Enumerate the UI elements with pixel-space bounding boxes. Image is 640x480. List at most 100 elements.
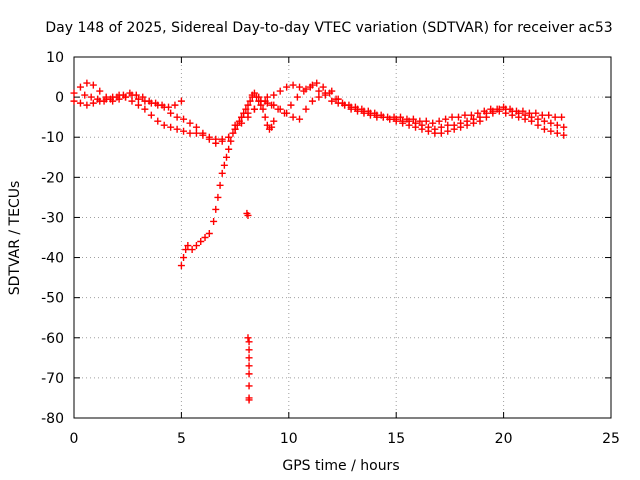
- data-point-marker: [525, 109, 533, 117]
- data-point-marker: [366, 111, 374, 119]
- data-point-marker: [454, 113, 462, 121]
- data-point-marker: [270, 117, 278, 125]
- x-tick-label: 0: [70, 431, 79, 447]
- data-point-marker: [245, 346, 253, 354]
- data-point-marker: [83, 79, 91, 87]
- data-point-marker: [242, 105, 250, 113]
- data-point-marker: [268, 101, 276, 109]
- data-point-marker: [424, 127, 432, 135]
- data-point-marker: [396, 113, 404, 121]
- data-point-marker: [145, 97, 153, 105]
- y-tick-label: 10: [46, 50, 64, 66]
- axis-ticks: 0 5 10 15 20 25 10 0 -10 -20 -30 -40 -50 -60 -70 -80: [41, 50, 620, 447]
- data-point-marker: [360, 109, 368, 117]
- data-point-marker: [225, 133, 233, 141]
- data-point-marker: [293, 93, 301, 101]
- plot-frame: [73, 56, 612, 419]
- data-point-marker: [364, 107, 372, 115]
- y-tick-label: -10: [41, 130, 64, 146]
- data-point-marker: [547, 127, 555, 135]
- data-point-marker: [139, 93, 147, 101]
- data-point-marker: [545, 111, 553, 119]
- data-point-marker: [521, 115, 529, 123]
- data-point-marker: [276, 87, 284, 95]
- data-point-marker: [412, 123, 420, 131]
- data-point-marker: [476, 117, 484, 125]
- data-point-marker: [373, 113, 381, 121]
- data-point-marker: [528, 117, 536, 125]
- data-point-marker: [238, 113, 246, 121]
- data-point-marker: [448, 113, 456, 121]
- data-point-marker: [467, 111, 475, 119]
- data-point-marker: [429, 119, 437, 127]
- y-axis-label: SDTVAR / TECUs: [7, 181, 23, 296]
- data-point-marker: [489, 109, 497, 117]
- data-point-marker: [547, 119, 555, 127]
- data-point-marker: [186, 119, 194, 127]
- data-point-marker: [482, 113, 490, 121]
- data-point-marker: [442, 115, 450, 123]
- data-point-marker: [500, 103, 508, 111]
- data-point-marker: [560, 123, 568, 131]
- data-point-marker: [167, 109, 175, 117]
- data-point-marker: [263, 121, 271, 129]
- data-point-marker: [245, 370, 253, 378]
- data-point-marker: [244, 211, 252, 219]
- series-outliers: [243, 209, 253, 404]
- data-point-marker: [519, 107, 527, 115]
- data-point-marker: [508, 111, 516, 119]
- data-points: [70, 79, 568, 404]
- data-point-marker: [540, 125, 548, 133]
- data-point-marker: [96, 87, 104, 95]
- data-point-marker: [308, 97, 316, 105]
- data-point-marker: [261, 97, 269, 105]
- data-point-marker: [205, 133, 213, 141]
- data-point-marker: [244, 113, 252, 121]
- data-point-marker: [100, 97, 108, 105]
- data-point-marker: [255, 97, 263, 105]
- data-point-marker: [245, 362, 253, 370]
- data-point-marker: [240, 109, 248, 117]
- data-point-marker: [551, 113, 559, 121]
- data-point-marker: [212, 205, 220, 213]
- data-point-marker: [474, 109, 482, 117]
- data-point-marker: [231, 125, 239, 133]
- data-point-marker: [76, 99, 84, 107]
- data-point-marker: [233, 121, 241, 129]
- data-point-marker: [177, 262, 185, 270]
- data-point-marker: [487, 105, 495, 113]
- data-point-marker: [167, 123, 175, 131]
- data-point-marker: [300, 87, 308, 95]
- data-point-marker: [134, 95, 142, 103]
- data-point-marker: [463, 121, 471, 129]
- grid: [74, 57, 611, 418]
- data-point-marker: [354, 107, 362, 115]
- data-point-marker: [89, 99, 97, 107]
- data-point-marker: [257, 101, 265, 109]
- data-point-marker: [70, 89, 78, 97]
- data-point-marker: [435, 117, 443, 125]
- data-point-marker: [173, 113, 181, 121]
- data-point-marker: [326, 89, 334, 97]
- data-point-marker: [558, 113, 566, 121]
- data-point-marker: [94, 95, 102, 103]
- data-point-marker: [158, 101, 166, 109]
- data-point-marker: [212, 135, 220, 143]
- data-point-marker: [225, 145, 233, 153]
- data-point-marker: [418, 125, 426, 133]
- data-point-marker: [515, 113, 523, 121]
- data-point-marker: [538, 111, 546, 119]
- y-tick-label: -80: [41, 411, 64, 427]
- data-point-marker: [332, 95, 340, 103]
- data-point-marker: [437, 129, 445, 137]
- data-point-marker: [384, 113, 392, 121]
- data-point-marker: [253, 93, 261, 101]
- data-point-marker: [560, 131, 568, 139]
- series-track-c: [81, 79, 566, 127]
- y-tick-label: -70: [41, 371, 64, 387]
- data-point-marker: [532, 109, 540, 117]
- x-tick-label: 15: [387, 431, 405, 447]
- data-point-marker: [245, 338, 253, 346]
- data-point-marker: [192, 123, 200, 131]
